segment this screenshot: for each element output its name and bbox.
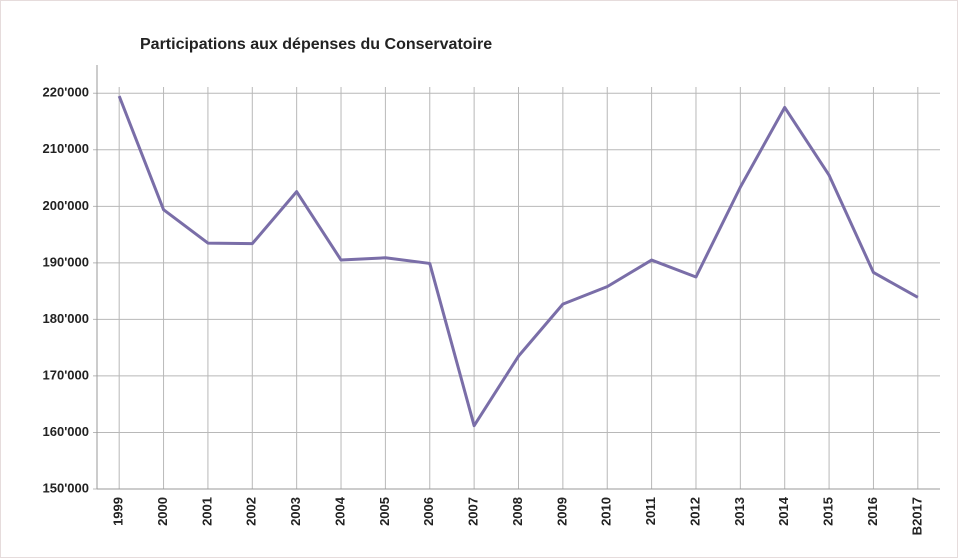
x-tick-label: 2005 — [377, 497, 392, 526]
x-tick-label: 2008 — [510, 497, 525, 526]
x-tick-label: 2012 — [687, 497, 702, 526]
x-tick-label: 2013 — [732, 497, 747, 526]
x-tick-label: 2003 — [288, 497, 303, 526]
x-tick-label: 2016 — [865, 497, 880, 526]
x-tick-label: B2017 — [909, 497, 924, 535]
y-tick-label: 190'000 — [43, 254, 89, 269]
x-tick-label: 2015 — [821, 497, 836, 526]
y-tick-label: 150'000 — [43, 480, 89, 495]
y-tick-label: 160'000 — [43, 424, 89, 439]
y-tick-label: 200'000 — [43, 198, 89, 213]
x-tick-label: 2010 — [599, 497, 614, 526]
x-tick-label: 2004 — [332, 496, 347, 526]
x-tick-label: 2001 — [199, 497, 214, 526]
x-tick-label: 1999 — [111, 497, 126, 526]
y-tick-label: 170'000 — [43, 367, 89, 382]
y-tick-label: 180'000 — [43, 311, 89, 326]
x-tick-label: 2011 — [643, 497, 658, 525]
y-tick-label: 220'000 — [43, 85, 89, 100]
y-tick-label: 210'000 — [43, 141, 89, 156]
x-tick-label: 2007 — [466, 497, 481, 526]
x-tick-label: 2006 — [421, 497, 436, 526]
x-tick-label: 2002 — [244, 497, 259, 526]
x-tick-label: 2009 — [554, 497, 569, 526]
chart-title: Participations aux dépenses du Conservat… — [140, 36, 492, 53]
x-tick-label: 2000 — [155, 497, 170, 526]
x-tick-label: 2014 — [776, 496, 791, 526]
series-line — [117, 95, 919, 428]
